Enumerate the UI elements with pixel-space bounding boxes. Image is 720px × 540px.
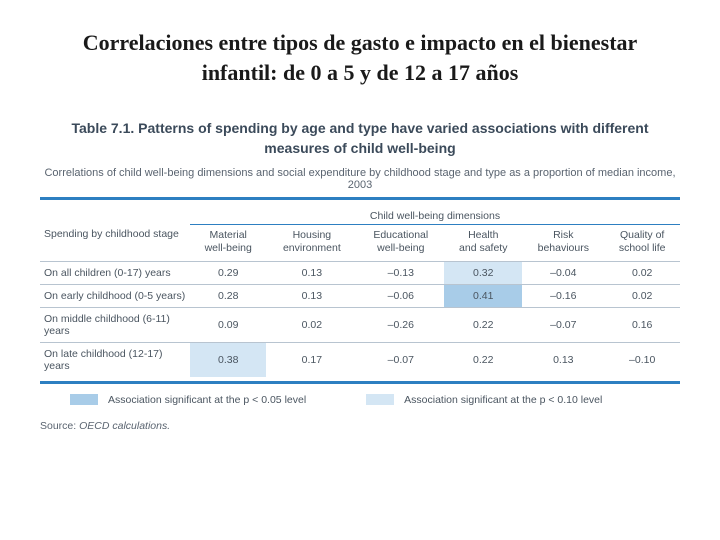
cell: 0.13 — [266, 261, 357, 284]
cell: 0.16 — [604, 307, 680, 342]
legend-text-sig10: Association significant at the p < 0.10 … — [404, 394, 602, 406]
cell: –0.04 — [522, 261, 604, 284]
table-block: Table 7.1. Patterns of spending by age a… — [40, 119, 680, 431]
cell: 0.41 — [444, 284, 522, 307]
cell: –0.26 — [357, 307, 444, 342]
super-header-label: Child well-being dimensions — [190, 204, 680, 225]
cell: 0.02 — [604, 284, 680, 307]
swatch-sig10 — [366, 394, 394, 405]
row-label: On late childhood (12-17) years — [40, 342, 190, 377]
table-row: On all children (0-17) years0.290.13–0.1… — [40, 261, 680, 284]
cell: 0.02 — [266, 307, 357, 342]
col-header: Educationalwell-being — [357, 224, 444, 261]
legend-item-sig10: Association significant at the p < 0.10 … — [366, 394, 602, 406]
cell: 0.22 — [444, 307, 522, 342]
col-header: Riskbehaviours — [522, 224, 604, 261]
col-header: Materialwell-being — [190, 224, 266, 261]
source-line: Source: OECD calculations. — [40, 420, 680, 432]
cell: 0.13 — [522, 342, 604, 377]
legend-item-sig05: Association significant at the p < 0.05 … — [70, 394, 306, 406]
cell: –0.10 — [604, 342, 680, 377]
legend: Association significant at the p < 0.05 … — [40, 394, 680, 406]
cell: 0.28 — [190, 284, 266, 307]
cell: –0.07 — [522, 307, 604, 342]
cell: 0.22 — [444, 342, 522, 377]
legend-text-sig05: Association significant at the p < 0.05 … — [108, 394, 306, 406]
cell: 0.02 — [604, 261, 680, 284]
table-row: On middle childhood (6-11) years0.090.02… — [40, 307, 680, 342]
cell: 0.09 — [190, 307, 266, 342]
source-label: Source: — [40, 420, 76, 432]
table-row: On late childhood (12-17) years0.380.17–… — [40, 342, 680, 377]
slide-title: Correlaciones entre tipos de gasto e imp… — [40, 28, 680, 87]
table-title: Table 7.1. Patterns of spending by age a… — [40, 119, 680, 158]
correlation-table: Child well-being dimensions Spending by … — [40, 204, 680, 377]
cell: –0.07 — [357, 342, 444, 377]
cell: 0.17 — [266, 342, 357, 377]
row-label: On early childhood (0-5 years) — [40, 284, 190, 307]
cell: 0.38 — [190, 342, 266, 377]
table-body: On all children (0-17) years0.290.13–0.1… — [40, 261, 680, 377]
table-number: Table 7.1. — [71, 120, 134, 136]
row-header-label: Spending by childhood stage — [40, 224, 190, 261]
cell: 0.29 — [190, 261, 266, 284]
bottom-rule — [40, 381, 680, 384]
source-text: OECD calculations. — [79, 420, 170, 432]
cell: –0.06 — [357, 284, 444, 307]
column-headers-row: Spending by childhood stage Materialwell… — [40, 224, 680, 261]
swatch-sig05 — [70, 394, 98, 405]
super-header-row: Child well-being dimensions — [40, 204, 680, 225]
table-row: On early childhood (0-5 years)0.280.13–0… — [40, 284, 680, 307]
col-header: Quality ofschool life — [604, 224, 680, 261]
cell: –0.13 — [357, 261, 444, 284]
row-label: On all children (0-17) years — [40, 261, 190, 284]
col-header: Housingenvironment — [266, 224, 357, 261]
cell: –0.16 — [522, 284, 604, 307]
col-header: Healthand safety — [444, 224, 522, 261]
table-subtitle: Correlations of child well-being dimensi… — [40, 167, 680, 191]
row-label: On middle childhood (6-11) years — [40, 307, 190, 342]
cell: 0.32 — [444, 261, 522, 284]
cell: 0.13 — [266, 284, 357, 307]
table-title-text: Patterns of spending by age and type hav… — [138, 120, 648, 156]
top-rule — [40, 197, 680, 200]
